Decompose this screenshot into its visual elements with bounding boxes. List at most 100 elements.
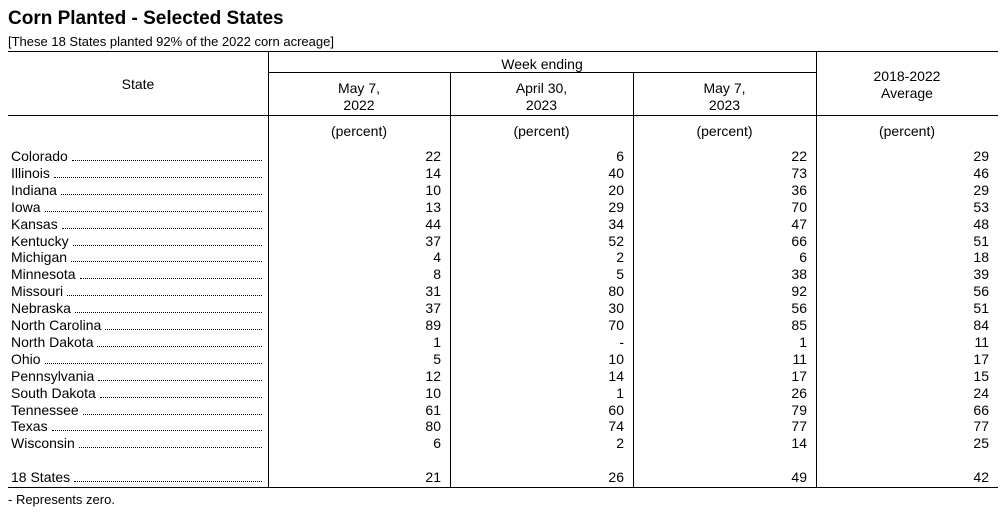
row-value: 5 [616,266,624,283]
row-value: 73 [791,164,807,181]
row-value: 51 [973,300,989,317]
row-value: 31 [425,283,441,300]
row-label: North Dakota [11,333,94,350]
row-label: Colorado [11,148,68,164]
row-value: 77 [791,418,807,435]
unit: (percent) [330,123,388,139]
row-label: Missouri [11,283,64,300]
row-value: 1 [616,384,624,401]
row-value: 48 [973,215,989,232]
rule [8,487,998,488]
column-header: 2023 [525,97,558,113]
row-value: 10 [425,181,441,198]
dot-leader [82,413,262,415]
unit: (percent) [878,123,936,139]
row-value: 52 [608,232,624,249]
row-value: 10 [425,384,441,401]
row-value: 6 [433,435,441,452]
row-label: Texas [11,418,48,435]
total-value: 42 [973,469,989,485]
row-value: 70 [608,317,624,333]
rule [268,72,816,73]
row-value: 1 [799,333,807,350]
row-value: 56 [973,283,989,300]
row-value: 26 [791,384,807,401]
row-label: Kentucky [11,232,69,249]
total-label: 18 States [11,469,71,485]
dot-leader [61,227,262,229]
row-value: 29 [973,181,989,198]
row-value: 38 [791,266,807,283]
header-state: State [121,76,155,92]
unit: (percent) [696,123,753,139]
row-value: 24 [973,384,989,401]
row-label: South Dakota [11,384,96,401]
dot-leader [51,430,262,432]
row-value: 34 [608,215,624,232]
row-label: Pennsylvania [11,367,95,384]
dot-leader [74,481,262,482]
row-value: 5 [433,350,441,367]
total-value: 49 [791,469,807,485]
total-value: 26 [608,469,624,485]
rule [633,72,634,487]
row-value: 4 [433,249,441,266]
row-value: - [619,333,624,350]
row-value: 29 [608,198,624,215]
row-value: 22 [425,148,441,164]
row-value: 13 [425,198,441,215]
column-header: 2023 [708,97,741,113]
header-group: Week ending [501,56,583,72]
row-value: 36 [791,181,807,198]
row-label: Iowa [11,198,41,215]
rule [8,115,998,116]
title: Corn Planted - Selected States [8,8,284,29]
row-value: 51 [973,232,989,249]
footnote: - Represents zero. [8,492,115,507]
row-label: Kansas [11,215,58,232]
rule [450,72,451,487]
subtitle: [These 18 States planted 92% of the 2022… [8,34,334,49]
row-value: 1 [433,333,441,350]
row-value: 29 [973,148,989,164]
row-value: 2 [616,435,624,452]
row-value: 20 [608,181,624,198]
row-value: 80 [608,283,624,300]
dot-leader [97,345,262,347]
dot-leader [74,312,262,314]
dot-leader [44,362,262,364]
row-value: 11 [974,333,989,350]
column-header: May 7, [703,80,746,96]
row-value: 60 [608,401,624,418]
row-value: 66 [791,232,807,249]
row-value: 85 [791,317,807,333]
unit: (percent) [513,123,570,139]
row-label: North Carolina [11,317,102,333]
dot-leader [105,329,262,330]
row-value: 6 [799,249,807,266]
column-header: May 7, [337,80,380,96]
row-label: Indiana [11,181,57,198]
row-value: 61 [425,401,441,418]
row-value: 15 [973,367,989,384]
rule [8,51,998,52]
row-value: 47 [791,215,807,232]
row-value: 6 [616,148,624,164]
row-label: Minnesota [11,266,76,283]
row-value: 12 [425,367,441,384]
row-value: 84 [973,317,989,333]
row-value: 40 [608,164,624,181]
rule [816,51,817,487]
dot-leader [71,160,262,161]
row-label: Wisconsin [11,435,75,452]
row-label: Illinois [11,164,50,181]
row-label: Ohio [11,350,41,367]
row-value: 11 [792,350,807,367]
row-value: 25 [973,435,989,452]
column-header: April 30, [515,80,568,96]
rule [268,51,269,487]
row-value: 22 [791,148,807,164]
column-header: 2022 [343,97,375,113]
row-label: Michigan [11,249,68,266]
